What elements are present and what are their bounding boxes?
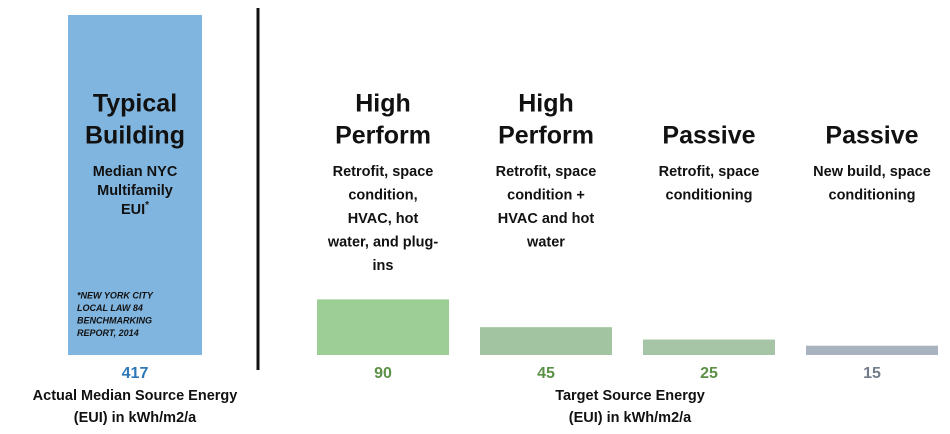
value-label: 45 <box>537 365 555 382</box>
footnote: *NEW YORK CITY <box>77 290 154 300</box>
footnote: REPORT, 2014 <box>77 328 139 338</box>
footnote: BENCHMARKING <box>77 315 152 325</box>
detail-text: ins <box>373 258 394 274</box>
detail: conditioning <box>666 187 753 203</box>
footnote: LOCAL LAW 84 <box>77 303 143 313</box>
detail: conditioning <box>829 187 916 203</box>
detail: HVAC and hot <box>498 211 595 227</box>
footnote-mark: * <box>145 200 149 211</box>
bar <box>68 15 202 355</box>
detail-text: HVAC and hot <box>498 211 595 227</box>
detail: Retrofit, space <box>333 164 434 180</box>
heading: Passive <box>662 122 755 150</box>
detail: condition + <box>507 187 585 203</box>
heading: Perform <box>498 122 594 150</box>
detail-text: Retrofit, space <box>333 164 434 180</box>
heading: Typical <box>93 90 177 118</box>
detail: HVAC, hot <box>348 211 419 227</box>
heading: Perform <box>335 122 431 150</box>
detail: Multifamily <box>97 183 173 199</box>
value-label: 90 <box>374 365 392 382</box>
detail-text: conditioning <box>829 187 916 203</box>
bar <box>480 327 612 355</box>
heading: Passive <box>825 122 918 150</box>
detail-text: water, and plug- <box>327 234 439 250</box>
detail: water <box>526 234 565 250</box>
detail-text: New build, space <box>813 164 931 180</box>
detail: Median NYC <box>93 164 178 180</box>
heading: Building <box>85 122 185 150</box>
value-label: 25 <box>700 365 718 382</box>
detail-text: Multifamily <box>97 183 173 199</box>
detail: EUI* <box>121 200 149 218</box>
heading: High <box>518 90 574 118</box>
detail: condition, <box>348 187 417 203</box>
detail-text: water <box>526 234 565 250</box>
x-axis-label: Target Source Energy <box>555 388 705 404</box>
detail-text: Median NYC <box>93 164 178 180</box>
detail: ins <box>373 258 394 274</box>
bar <box>806 345 938 355</box>
detail-text: conditioning <box>666 187 753 203</box>
detail-text: HVAC, hot <box>348 211 419 227</box>
detail-text: condition + <box>507 187 585 203</box>
detail: Retrofit, space <box>659 164 760 180</box>
detail: water, and plug- <box>327 234 439 250</box>
detail: New build, space <box>813 164 931 180</box>
heading: High <box>355 90 411 118</box>
x-axis-label: Actual Median Source Energy <box>33 388 238 404</box>
detail-text: Retrofit, space <box>496 164 597 180</box>
x-axis-label: (EUI) in kWh/m2/a <box>74 410 197 426</box>
bar <box>643 339 775 355</box>
detail-text: Retrofit, space <box>659 164 760 180</box>
bar <box>317 299 449 355</box>
detail-text: EUI <box>121 202 145 218</box>
value-label: 15 <box>863 365 881 382</box>
value-label: 417 <box>122 365 149 382</box>
detail-text: condition, <box>348 187 417 203</box>
detail: Retrofit, space <box>496 164 597 180</box>
x-axis-label: (EUI) in kWh/m2/a <box>569 410 692 426</box>
